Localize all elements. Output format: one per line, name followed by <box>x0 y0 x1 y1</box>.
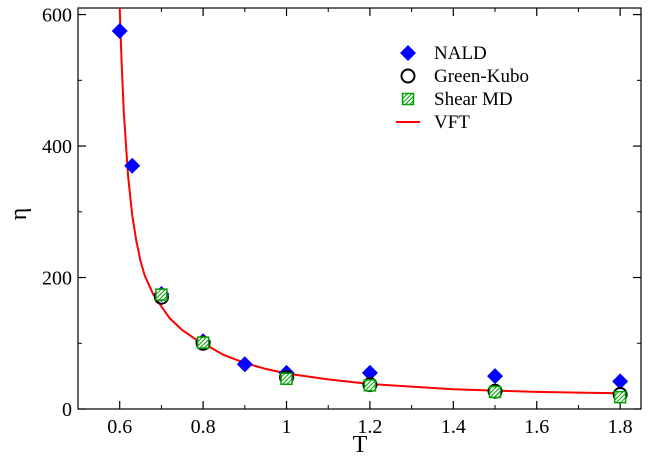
legend-shear-md-label: Shear MD <box>434 89 513 110</box>
vft-curve-layer <box>118 7 621 395</box>
x-tick-label: 0.6 <box>107 416 132 438</box>
nald-point <box>361 364 378 381</box>
y-tick-label: 600 <box>42 5 72 27</box>
nald-point <box>111 23 128 40</box>
shear-md-point <box>613 390 627 404</box>
y-axis-label: η <box>6 208 32 221</box>
shear-md-point <box>280 372 293 386</box>
nald-point <box>124 157 141 174</box>
y-tick-label: 200 <box>42 268 72 290</box>
x-tick-label: 1.6 <box>524 416 549 438</box>
marker-layer <box>111 23 629 404</box>
legend-green-kubo-swatch <box>400 68 416 84</box>
x-tick-label: 1.2 <box>357 416 382 438</box>
x-tick-label: 1.8 <box>608 416 633 438</box>
shear-md-point <box>196 336 210 349</box>
shear-md-point <box>155 288 168 301</box>
vft-curve <box>118 7 621 395</box>
tick-layer: 0.6 0.8 1 1.2 1.4 1.6 1.8 0 200 400 600 <box>42 5 641 438</box>
x-axis-label: T <box>353 432 368 457</box>
legend-nald-label: NALD <box>434 43 487 64</box>
shear-md-point <box>363 379 377 392</box>
plot-frame <box>77 7 642 410</box>
nald-point <box>236 356 253 373</box>
y-tick-label: 400 <box>42 136 72 158</box>
nald-point <box>487 368 504 385</box>
x-tick-label: 1 <box>282 416 292 438</box>
x-tick-label: 0.8 <box>191 416 216 438</box>
shear-md-point <box>488 385 502 399</box>
legend-vft-label: VFT <box>434 112 470 133</box>
x-tick-label: 1.4 <box>441 416 466 438</box>
y-tick-label: 0 <box>62 399 72 421</box>
nald-point <box>612 373 629 390</box>
legend-shear-md-swatch <box>401 92 415 106</box>
legend-green-kubo-label: Green-Kubo <box>434 66 529 87</box>
legend-nald-swatch <box>400 45 416 61</box>
